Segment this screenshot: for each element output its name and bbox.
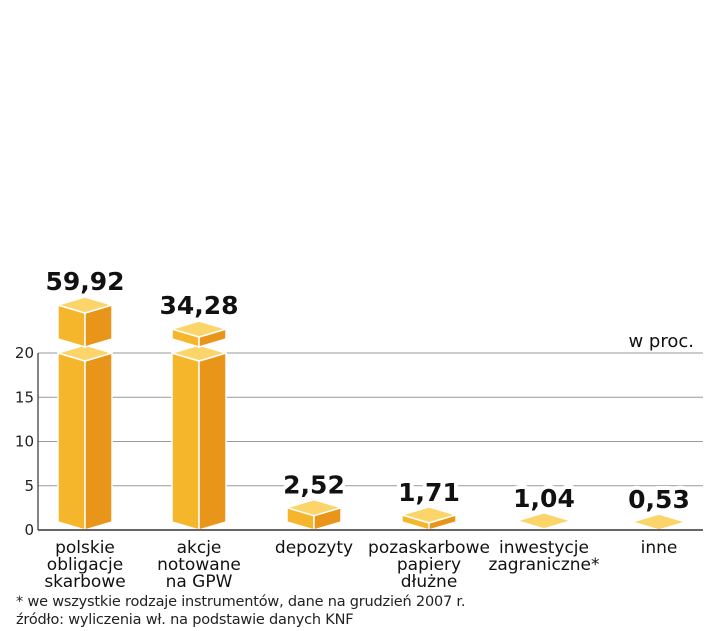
category-label-line: zagraniczne* — [488, 555, 599, 575]
bar-front-face — [171, 352, 200, 531]
bar-front-face — [57, 352, 86, 531]
bar-extension-top — [171, 320, 227, 338]
bar-value-label: 2,52 — [283, 471, 345, 500]
bar-top-face — [516, 512, 572, 530]
bar-value-label: 0,53 — [628, 485, 690, 514]
bar-value-label: 59,92 — [45, 267, 124, 296]
y-tick-label: 20 — [15, 344, 34, 362]
bar-top-face — [57, 344, 113, 362]
bar-value-label: 1,71 — [398, 478, 460, 507]
category-label-line: obligacje — [47, 555, 123, 575]
unit-label: w proc. — [628, 331, 694, 352]
bar-top-face — [631, 513, 687, 531]
bar-side-face — [198, 352, 227, 531]
category-label-line: pozaskarbowe — [368, 538, 490, 558]
y-tick-label: 10 — [15, 433, 34, 451]
category-label-line: papiery — [397, 555, 461, 575]
category-label: pozaskarbowe papiery dłużne — [368, 538, 490, 592]
category-label: polskie obligacje skarbowe — [44, 538, 125, 592]
footnote-note: * we wszystkie rodzaje instrumentów, dan… — [16, 594, 466, 610]
y-tick-label: 5 — [24, 477, 34, 495]
category-label: inne — [641, 538, 678, 558]
bar-value-label: 34,28 — [159, 291, 238, 320]
bar-top-face — [171, 344, 227, 362]
category-label-line: notowane — [157, 555, 241, 575]
category-label-line: skarbowe — [44, 572, 125, 592]
category-label-line: inne — [641, 538, 678, 558]
category-label-line: na GPW — [166, 572, 233, 592]
category-label-line: polskie — [55, 538, 115, 558]
category-label: depozyty — [275, 538, 353, 558]
bar-extension-top — [57, 296, 113, 314]
y-tick-label: 15 — [15, 388, 34, 406]
bar-value-label: 1,04 — [513, 484, 575, 513]
y-tick-label: 0 — [24, 521, 34, 539]
category-label: inwestycje zagraniczne* — [488, 538, 599, 575]
category-label-line: inwestycje — [499, 538, 589, 558]
bar-top-face — [401, 506, 457, 524]
category-label: akcje notowane na GPW — [157, 538, 241, 592]
bar-top-face — [286, 498, 342, 517]
category-label-line: dłużne — [401, 572, 458, 592]
category-label-line: akcje — [177, 538, 222, 558]
bar-side-face — [84, 352, 113, 531]
footnote-source: źródło: wyliczenia wł. na podstawie dany… — [16, 612, 354, 628]
category-label-line: depozyty — [275, 538, 353, 558]
